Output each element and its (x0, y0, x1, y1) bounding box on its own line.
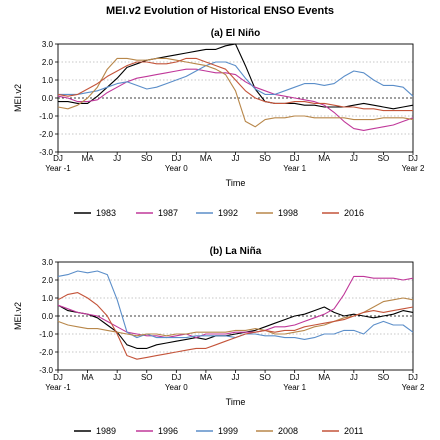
series-line-2011 (57, 292, 414, 360)
y-tick-label: 3.0 (42, 40, 54, 49)
year-label: Year -1 (45, 383, 71, 392)
x-tick-label: DJ (290, 154, 300, 163)
y-tick-label: 0.0 (42, 312, 54, 321)
y-axis-label: MEI.v2 (13, 302, 23, 330)
y-tick-label: 3.0 (42, 258, 54, 267)
y-tick-label: -2.0 (39, 130, 53, 139)
year-label: Year 1 (283, 164, 306, 173)
y-axis-label: MEI.v2 (13, 84, 23, 112)
panel-title: (b) La Niña (210, 246, 262, 257)
x-tick-label: SO (141, 373, 153, 382)
series-line-1999 (57, 270, 414, 340)
series-line-2016 (57, 57, 413, 112)
x-tick-label: MA (82, 154, 95, 163)
y-tick-label: 2.0 (42, 58, 54, 67)
series-line-1998 (57, 57, 414, 128)
series-line-1983 (58, 43, 414, 110)
x-tick-label: DJ (171, 373, 181, 382)
legend-label: 1989 (96, 426, 116, 436)
y-tick-label: 1.0 (42, 294, 54, 303)
legend-label: 1999 (218, 426, 238, 436)
legend-label: 2008 (278, 426, 298, 436)
y-tick-label: -1.0 (39, 112, 53, 121)
series-line-1996 (57, 275, 414, 339)
x-tick-label: MA (82, 373, 95, 382)
y-tick-label: 0.0 (42, 94, 54, 103)
x-axis-label: Time (226, 178, 246, 188)
legend-label: 1992 (218, 208, 238, 218)
legend-label: 1996 (158, 426, 178, 436)
legend-label: 1987 (158, 208, 178, 218)
x-tick-label: DJ (408, 373, 418, 382)
x-tick-label: DJ (290, 373, 300, 382)
x-tick-label: DJ (53, 373, 63, 382)
legend-label: 1983 (96, 208, 116, 218)
year-label: Year 0 (165, 383, 188, 392)
y-tick-label: -3.0 (39, 366, 53, 375)
x-tick-label: JJ (232, 154, 240, 163)
x-tick-label: DJ (408, 154, 418, 163)
x-tick-label: SO (378, 154, 390, 163)
x-tick-label: JJ (113, 373, 121, 382)
year-label: Year -1 (45, 164, 71, 173)
legend-label: 1998 (278, 208, 298, 218)
y-tick-label: -2.0 (39, 348, 53, 357)
panel-title: (a) El Niño (211, 28, 260, 39)
x-tick-label: MA (318, 154, 331, 163)
series-line-2008 (57, 297, 414, 337)
year-label: Year 2 (402, 383, 425, 392)
series-line-1987 (57, 68, 414, 131)
y-tick-label: -3.0 (39, 148, 53, 157)
year-label: Year 0 (165, 164, 188, 173)
x-tick-label: SO (259, 154, 271, 163)
x-tick-label: JJ (232, 373, 240, 382)
x-tick-label: JJ (350, 373, 358, 382)
x-tick-label: MA (200, 154, 213, 163)
x-tick-label: MA (200, 373, 213, 382)
legend-label: 2011 (344, 426, 363, 436)
series-line-1992 (58, 61, 414, 97)
x-axis-label: Time (226, 397, 246, 407)
x-tick-label: JJ (350, 154, 358, 163)
x-tick-label: SO (141, 154, 153, 163)
y-tick-label: -1.0 (39, 330, 53, 339)
x-tick-label: SO (259, 373, 271, 382)
series-line-1989 (57, 304, 414, 349)
y-tick-label: 1.0 (42, 76, 54, 85)
x-tick-label: DJ (171, 154, 181, 163)
legend-label: 2016 (344, 208, 364, 218)
x-tick-label: DJ (53, 154, 63, 163)
x-tick-label: SO (378, 373, 390, 382)
figure-title: MEI.v2 Evolution of Historical ENSO Even… (106, 5, 334, 17)
x-tick-label: JJ (113, 154, 121, 163)
x-tick-label: MA (318, 373, 331, 382)
year-label: Year 2 (402, 164, 425, 173)
y-tick-label: 2.0 (42, 276, 54, 285)
year-label: Year 1 (283, 383, 306, 392)
